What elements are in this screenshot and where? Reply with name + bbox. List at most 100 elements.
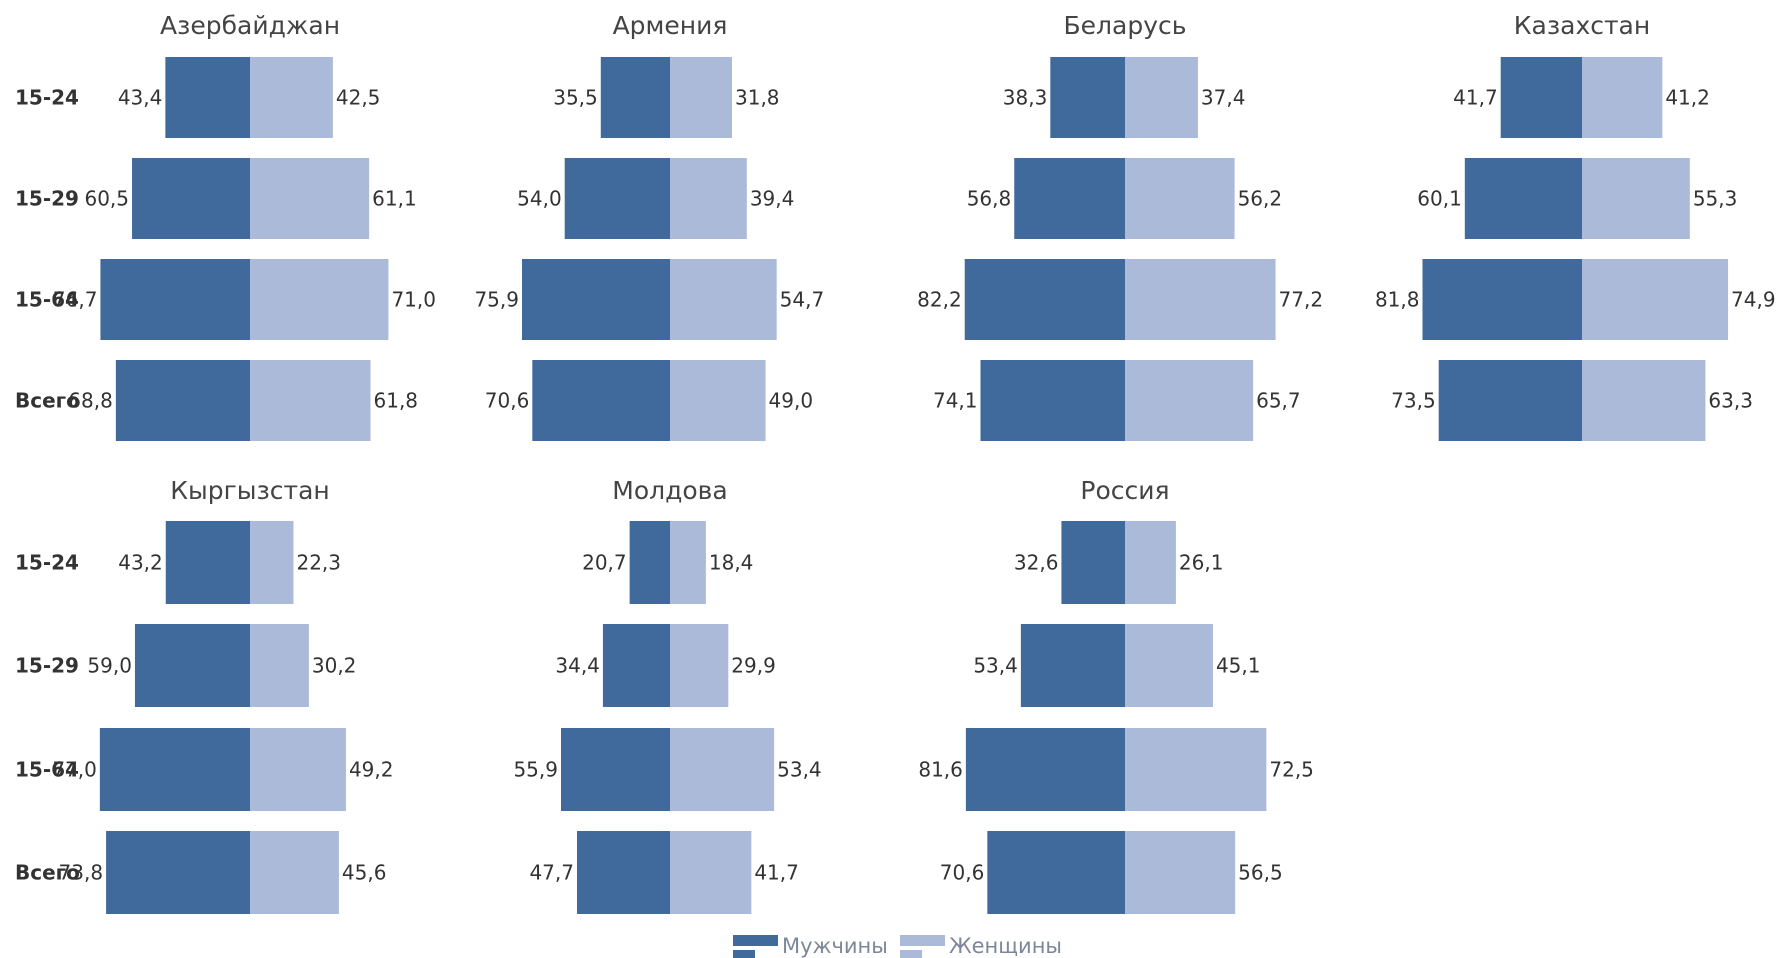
value-label-male: 60,5 (84, 187, 129, 211)
value-label-female: 31,8 (735, 86, 780, 110)
panel-title: Россия (1080, 476, 1169, 505)
value-label-female: 56,2 (1238, 187, 1283, 211)
value-label-female: 74,9 (1731, 288, 1776, 312)
value-label-male: 54,0 (517, 187, 562, 211)
bar-male (1020, 624, 1125, 707)
value-label-male: 75,9 (474, 288, 519, 312)
bar-female (1125, 521, 1176, 604)
legend-swatch (733, 935, 778, 946)
value-label-male: 47,7 (529, 861, 574, 885)
bar-female (670, 728, 775, 811)
value-label-male: 81,6 (918, 758, 963, 782)
value-label-female: 63,3 (1708, 389, 1753, 413)
bar-female (1582, 57, 1663, 138)
bar-male (602, 624, 670, 707)
value-label-female: 45,6 (342, 861, 387, 885)
category-label: Всего (15, 861, 80, 885)
value-label-female: 41,7 (754, 861, 799, 885)
bar-female (1125, 624, 1213, 707)
value-label-male: 82,2 (917, 288, 962, 312)
value-label-male: 70,6 (940, 861, 985, 885)
legend-swatch (900, 935, 945, 946)
value-label-female: 61,1 (372, 187, 417, 211)
bar-female (1582, 259, 1729, 340)
bar-female (1125, 57, 1198, 138)
bar-male (564, 158, 670, 239)
bar-male (115, 360, 250, 441)
value-label-male: 73,5 (1391, 389, 1436, 413)
value-label-female: 42,5 (336, 86, 381, 110)
panel: Россия 32,6 26,1 53,4 45,1 81,6 72,5 70,6 56,5 (918, 476, 1314, 914)
bar-male (965, 728, 1125, 811)
bar-female (1125, 259, 1276, 340)
bar-male (1500, 57, 1582, 138)
value-label-male: 53,4 (973, 654, 1018, 678)
bar-female (1582, 360, 1706, 441)
value-label-male: 59,0 (87, 654, 132, 678)
bar-female (250, 259, 389, 340)
value-label-female: 71,0 (391, 288, 436, 312)
value-label-female: 22,3 (296, 551, 341, 575)
value-label-male: 43,4 (118, 86, 163, 110)
value-label-male: 74,1 (933, 389, 978, 413)
panel-title: Беларусь (1064, 11, 1187, 40)
bar-female (1125, 158, 1235, 239)
bar-female (250, 57, 333, 138)
bar-female (670, 360, 766, 441)
value-label-female: 41,2 (1665, 86, 1710, 110)
bar-male (165, 57, 250, 138)
value-label-male: 35,5 (553, 86, 598, 110)
bar-female (670, 57, 733, 138)
panel-title: Молдова (612, 476, 727, 505)
panel: Азербайджан 15-24 43,4 42,5 15-29 60,5 61,1 15-… (15, 11, 436, 441)
value-label-male: 60,1 (1417, 187, 1462, 211)
value-label-male: 43,2 (118, 551, 163, 575)
bar-male (600, 57, 670, 138)
value-label-female: 49,0 (769, 389, 814, 413)
bar-female (250, 831, 339, 914)
bar-female (1125, 831, 1236, 914)
value-label-female: 29,9 (731, 654, 776, 678)
value-label-female: 53,4 (777, 758, 822, 782)
bar-male (576, 831, 670, 914)
bar-male (1422, 259, 1582, 340)
bar-male (1061, 521, 1125, 604)
bar-male (532, 360, 670, 441)
value-label-female: 39,4 (750, 187, 795, 211)
panel: Кыргызстан 15-24 43,2 22,3 15-29 59,0 30,2 15-6… (15, 476, 393, 914)
value-label-male: 38,3 (1003, 86, 1048, 110)
bar-female (670, 259, 777, 340)
bar-female (250, 521, 294, 604)
value-label-male: 77,0 (52, 758, 97, 782)
value-label-female: 54,7 (780, 288, 825, 312)
category-label: 15-64 (15, 758, 79, 782)
panel: Казахстан 41,7 41,2 60,1 55,3 81,8 74,9 73,5 63,… (1375, 11, 1776, 441)
bar-male (99, 728, 250, 811)
value-label-female: 56,5 (1238, 861, 1283, 885)
value-label-female: 49,2 (349, 758, 394, 782)
legend-label: Мужчины (782, 934, 888, 958)
bar-male (1050, 57, 1125, 138)
bar-female (670, 158, 747, 239)
bar-male (980, 360, 1125, 441)
value-label-male: 68,8 (68, 389, 113, 413)
bar-male (521, 259, 670, 340)
bar-female (250, 624, 309, 707)
value-label-female: 72,5 (1269, 758, 1314, 782)
bar-female (1582, 158, 1690, 239)
legend-swatch-tail (900, 950, 922, 958)
value-label-male: 73,8 (59, 861, 104, 885)
category-label: 15-29 (15, 187, 79, 211)
value-label-female: 77,2 (1279, 288, 1324, 312)
value-label-male: 20,7 (582, 551, 627, 575)
value-label-female: 26,1 (1179, 551, 1224, 575)
value-label-male: 32,6 (1014, 551, 1059, 575)
bar-male (100, 259, 250, 340)
value-label-female: 37,4 (1201, 86, 1246, 110)
value-label-male: 55,9 (513, 758, 558, 782)
panel-title: Кыргызстан (170, 476, 330, 505)
legend-item: Женщины (900, 934, 1062, 958)
bar-male (987, 831, 1125, 914)
